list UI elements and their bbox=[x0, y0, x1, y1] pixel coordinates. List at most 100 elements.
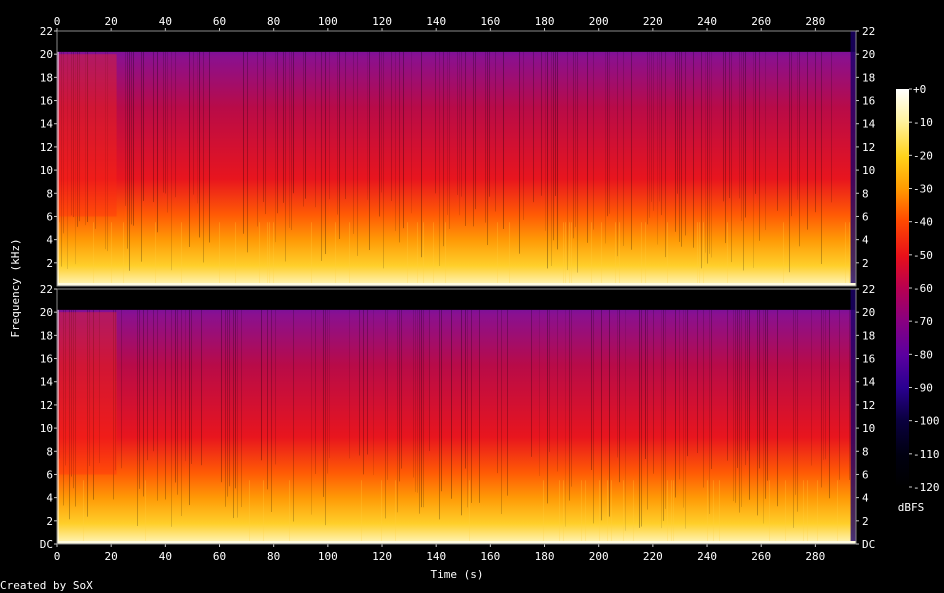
spectral-streak bbox=[789, 51, 790, 273]
y-tick-label-right: 14 bbox=[862, 376, 876, 389]
spectral-streak bbox=[507, 309, 508, 496]
spectral-streak bbox=[591, 309, 592, 470]
spectral-streak bbox=[275, 51, 276, 243]
spectral-streak bbox=[345, 51, 346, 200]
spectral-streak bbox=[817, 480, 818, 544]
y-tick-label-left: 20 bbox=[40, 48, 53, 61]
y-tick-label-left: 22 bbox=[40, 25, 53, 38]
top-x-tick-label: 0 bbox=[54, 15, 61, 28]
spectral-streak bbox=[777, 309, 778, 507]
spectral-streak bbox=[79, 51, 80, 222]
spectral-streak bbox=[197, 51, 198, 204]
bottom-x-tick-label: 160 bbox=[480, 550, 500, 563]
spectral-streak bbox=[391, 51, 392, 202]
spectral-streak bbox=[457, 51, 458, 195]
spectral-streak bbox=[675, 309, 676, 498]
spectral-streak bbox=[549, 309, 550, 452]
spectral-streak bbox=[677, 51, 678, 194]
spectral-streak bbox=[739, 51, 740, 199]
spectral-streak bbox=[399, 51, 400, 243]
spectral-streak bbox=[711, 51, 712, 258]
spectral-streak bbox=[719, 480, 720, 544]
spectral-streak bbox=[249, 480, 250, 544]
dc-band bbox=[57, 541, 856, 544]
spectrogram-image bbox=[57, 31, 856, 286]
spectral-streak bbox=[143, 309, 144, 497]
spectral-streak bbox=[235, 222, 236, 286]
y-tick-label-left: 8 bbox=[46, 445, 53, 458]
spectral-streak bbox=[745, 51, 746, 218]
spectral-streak bbox=[189, 51, 190, 248]
spectral-streak bbox=[289, 51, 290, 228]
footer-credit: Created by SoX bbox=[0, 579, 93, 592]
spectral-streak bbox=[417, 309, 418, 493]
spectral-streak bbox=[175, 309, 176, 483]
spectral-streak bbox=[275, 309, 276, 465]
y-tick-label-right: 4 bbox=[862, 234, 869, 247]
spectral-streak bbox=[421, 51, 422, 258]
top-x-tick-label: 40 bbox=[159, 15, 172, 28]
spectral-streak bbox=[417, 222, 418, 286]
spectral-streak bbox=[381, 480, 382, 544]
colorbar-tick-label: -50 bbox=[913, 249, 933, 262]
spectral-streak bbox=[411, 51, 412, 214]
spectral-streak bbox=[367, 51, 368, 200]
spectral-streak bbox=[349, 222, 350, 286]
spectral-streak bbox=[469, 480, 470, 544]
spectral-streak bbox=[339, 51, 340, 239]
spectral-streak bbox=[221, 309, 222, 483]
spectral-streak bbox=[261, 309, 262, 461]
cutoff-band bbox=[57, 31, 856, 52]
spectral-streak bbox=[461, 51, 462, 197]
spectral-streak bbox=[531, 309, 532, 457]
spectral-streak bbox=[675, 51, 676, 232]
top-x-tick-label: 60 bbox=[213, 15, 226, 28]
spectral-streak bbox=[723, 51, 724, 202]
edge-artifact bbox=[57, 51, 59, 287]
spectral-streak bbox=[697, 222, 698, 286]
y-tick-label-left: 20 bbox=[40, 306, 53, 319]
spectral-streak bbox=[263, 51, 264, 203]
spectral-streak bbox=[71, 51, 72, 216]
y-tick-label-left: 4 bbox=[46, 234, 53, 247]
spectral-streak bbox=[65, 309, 66, 466]
spectral-streak bbox=[849, 222, 850, 286]
spectral-streak bbox=[473, 51, 474, 227]
spectral-streak bbox=[539, 309, 540, 476]
spectral-streak bbox=[563, 480, 564, 544]
spectral-streak bbox=[315, 309, 316, 475]
spectral-streak bbox=[645, 309, 646, 460]
spectral-streak bbox=[325, 51, 326, 255]
spectral-streak bbox=[471, 309, 472, 503]
spectral-streak bbox=[839, 309, 840, 480]
spectral-streak bbox=[541, 51, 542, 196]
spectral-streak bbox=[435, 51, 436, 194]
spectral-streak bbox=[353, 51, 354, 234]
y-tick-label-right: 10 bbox=[862, 164, 875, 177]
spectral-streak bbox=[725, 51, 726, 244]
colorbar-scale bbox=[896, 89, 909, 487]
spectral-streak bbox=[71, 309, 72, 477]
y-tick-label-right: 12 bbox=[862, 399, 875, 412]
spectral-streak bbox=[741, 309, 742, 507]
spectral-streak bbox=[175, 51, 176, 198]
spectral-streak bbox=[367, 309, 368, 455]
spectral-streak bbox=[273, 222, 274, 286]
spectral-streak bbox=[93, 222, 94, 286]
spectral-streak bbox=[557, 309, 558, 472]
spectral-streak bbox=[769, 480, 770, 544]
spectral-streak bbox=[555, 51, 556, 196]
spectral-streak bbox=[763, 309, 764, 524]
spectral-streak bbox=[421, 309, 422, 508]
bottom-x-tick-label: 80 bbox=[267, 550, 280, 563]
spectral-streak bbox=[821, 51, 822, 265]
colorbar-tick-label: -40 bbox=[913, 216, 933, 229]
spectral-streak bbox=[443, 51, 444, 247]
spectral-streak bbox=[329, 309, 330, 459]
spectral-streak bbox=[697, 309, 698, 454]
spectral-streak bbox=[145, 480, 146, 544]
colorbar-tick-label: -10 bbox=[913, 116, 933, 129]
spectral-streak bbox=[247, 51, 248, 253]
top-x-tick-label: 80 bbox=[267, 15, 280, 28]
